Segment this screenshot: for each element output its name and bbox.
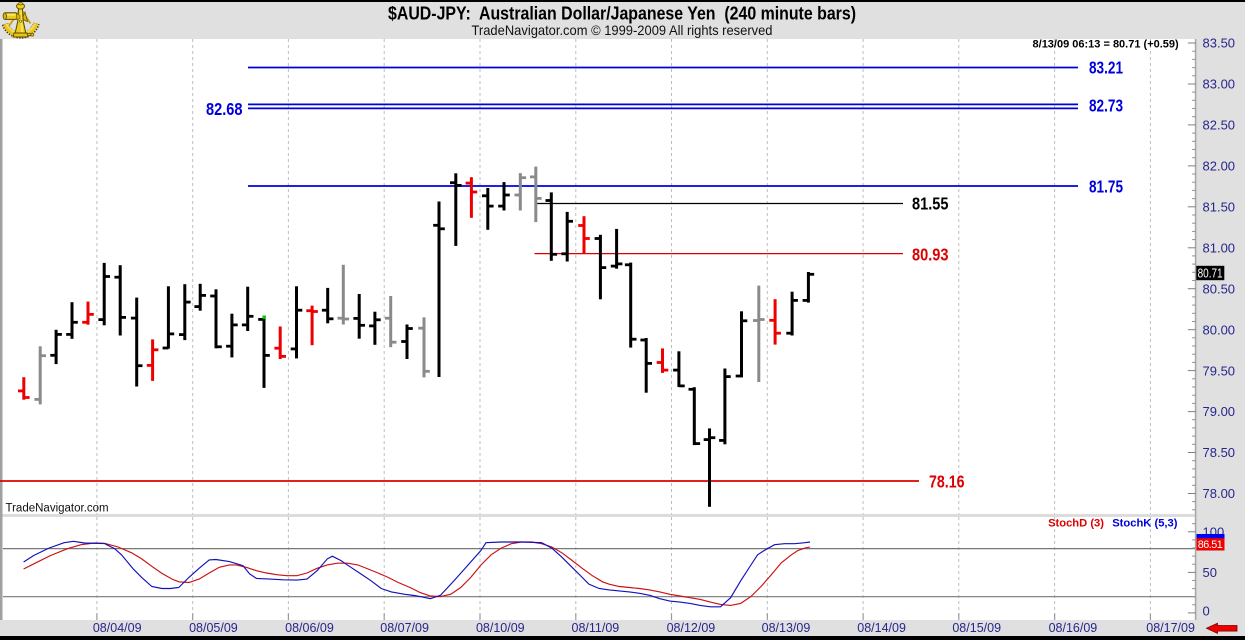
svg-text:08/17/09: 08/17/09 xyxy=(1146,621,1195,635)
svg-text:82.68: 82.68 xyxy=(206,99,243,119)
svg-text:81.75: 81.75 xyxy=(1089,177,1123,197)
svg-text:80.93: 80.93 xyxy=(912,244,949,264)
svg-text:08/10/09: 08/10/09 xyxy=(476,621,525,635)
svg-text:50: 50 xyxy=(1203,565,1217,580)
svg-text:08/06/09: 08/06/09 xyxy=(285,621,334,635)
svg-text:81.55: 81.55 xyxy=(912,194,949,214)
svg-text:82.73: 82.73 xyxy=(1089,96,1123,116)
svg-text:82.00: 82.00 xyxy=(1203,159,1236,174)
svg-text:78.16: 78.16 xyxy=(929,471,965,491)
svg-text:83.00: 83.00 xyxy=(1203,77,1236,92)
svg-text:$AUD-JPY: Australian Dollar/J: $AUD-JPY: Australian Dollar/Japanese Yen… xyxy=(388,4,856,24)
svg-text:78.50: 78.50 xyxy=(1203,445,1236,460)
svg-text:08/14/09: 08/14/09 xyxy=(857,621,906,635)
svg-text:08/16/09: 08/16/09 xyxy=(1049,621,1098,635)
svg-text:StochK (5,3): StochK (5,3) xyxy=(1112,517,1178,529)
svg-text:80.71: 80.71 xyxy=(1198,267,1223,281)
svg-text:08/04/09: 08/04/09 xyxy=(93,621,142,635)
svg-text:08/07/09: 08/07/09 xyxy=(380,621,429,635)
svg-text:TradeNavigator.com © 1999-2009: TradeNavigator.com © 1999-2009 All right… xyxy=(472,23,773,38)
svg-text:8/13/09 06:13 = 80.71 (+0.59): 8/13/09 06:13 = 80.71 (+0.59) xyxy=(1033,39,1180,51)
svg-text:08/11/09: 08/11/09 xyxy=(572,621,620,635)
svg-text:83.21: 83.21 xyxy=(1089,58,1123,78)
svg-text:86.51: 86.51 xyxy=(1198,539,1223,551)
svg-text:08/12/09: 08/12/09 xyxy=(667,621,716,635)
svg-text:83.50: 83.50 xyxy=(1203,36,1236,51)
svg-text:08/15/09: 08/15/09 xyxy=(952,621,1001,635)
svg-text:80.00: 80.00 xyxy=(1203,322,1236,337)
svg-text:79.50: 79.50 xyxy=(1203,363,1236,378)
svg-text:StochD (3): StochD (3) xyxy=(1048,517,1104,529)
svg-text:79.00: 79.00 xyxy=(1203,404,1236,419)
svg-text:82.50: 82.50 xyxy=(1203,118,1236,133)
svg-text:08/05/09: 08/05/09 xyxy=(189,621,238,635)
svg-text:80.50: 80.50 xyxy=(1203,281,1236,296)
svg-text:81.00: 81.00 xyxy=(1203,240,1236,255)
svg-text:TradeNavigator.com: TradeNavigator.com xyxy=(6,503,109,515)
svg-text:81.50: 81.50 xyxy=(1203,200,1236,215)
svg-text:0: 0 xyxy=(1203,603,1210,618)
svg-text:08/13/09: 08/13/09 xyxy=(762,621,811,635)
svg-text:78.00: 78.00 xyxy=(1203,486,1236,501)
